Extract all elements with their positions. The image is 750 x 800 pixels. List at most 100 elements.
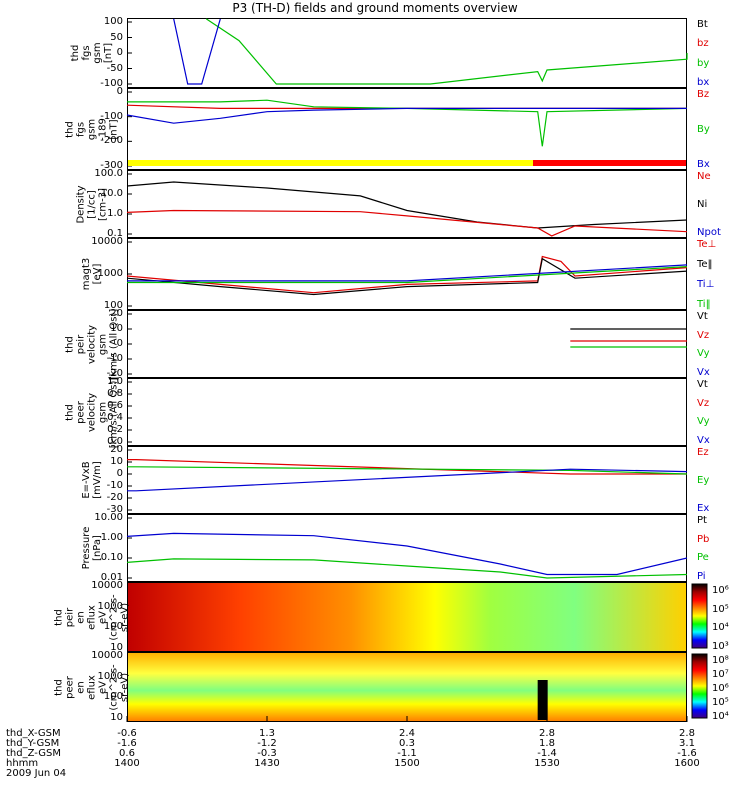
x-axis-value: 1530	[534, 758, 560, 769]
y-tick-label: 0	[116, 86, 123, 97]
legend-entry: Ey	[697, 475, 710, 486]
y-axis-label: thd fgs gsm -189 [nT]	[65, 89, 120, 169]
x-axis-value: 3.1	[679, 738, 695, 749]
legend-entry: Ez	[697, 447, 709, 458]
legend-entry: Vx	[697, 367, 710, 378]
x-axis-value: 0.6	[119, 748, 135, 759]
y-tick-label: 20	[110, 308, 123, 319]
y-tick-label: 0.6	[107, 400, 123, 411]
panel-vpeir	[127, 310, 687, 378]
series-Ex	[127, 468, 688, 492]
legend-entry: Vz	[697, 329, 710, 341]
legend-entry: By	[697, 124, 710, 135]
x-axis-value: 2.8	[679, 728, 695, 739]
y-tick-label: 10000	[91, 580, 123, 591]
y-tick-label: 0	[116, 338, 123, 349]
legend-entry: Pt	[697, 515, 707, 526]
y-tick-label: 1.0	[107, 376, 123, 387]
date-label: 2009 Jun 04	[6, 768, 67, 779]
colorbar-tick-label: 10⁴	[712, 622, 729, 634]
colorbar	[691, 583, 708, 649]
x-axis-table: thd_X-GSM -0.6 1.3 2.4 2.8 2.8 thd_Y-GSM -1.6 -1…	[0, 729, 750, 800]
y-tick-label: -100	[100, 78, 123, 89]
series-Ne	[126, 209, 688, 237]
legend-entry: Te‖	[697, 259, 713, 270]
x-axis-value: 1400	[114, 758, 140, 769]
y-tick-label: 0.10	[100, 552, 123, 563]
y-tick-label: 0.2	[107, 424, 123, 435]
legend-entry: bz	[697, 38, 709, 50]
legend-entry: Bz	[697, 89, 710, 100]
legend-entry: by	[697, 57, 710, 69]
legend-entry: Pi	[697, 571, 706, 582]
series-bx	[173, 18, 221, 85]
legend-entry: Vz	[697, 397, 710, 409]
x-axis-row-label: thd_Y-GSM	[6, 738, 60, 749]
y-axis-label-line: thd	[64, 120, 76, 138]
x-axis-row-label: thd_X-GSM	[6, 728, 61, 739]
legend-entry: bx	[697, 77, 710, 88]
colorbar-tick-label: 10⁶	[712, 585, 729, 596]
y-tick-label: 100.0	[94, 168, 123, 179]
y-axis-label-line: thd	[64, 403, 76, 421]
colorbar-tick-label: 10³	[712, 641, 729, 652]
y-tick-label: -20	[106, 368, 123, 379]
y-tick-label: -30	[106, 504, 123, 515]
x-axis-row: thd_X-GSM -0.6 1.3 2.4 2.8 2.8	[6, 729, 746, 739]
y-tick-label: 50	[110, 31, 123, 43]
legend-entry: Vy	[697, 416, 710, 428]
legend-entry: Pb	[697, 533, 710, 545]
x-axis-value: 2.8	[539, 728, 555, 739]
y-tick-label: 0.4	[107, 412, 123, 423]
y-tick-label: 1.00	[100, 532, 123, 543]
panel-pres	[127, 514, 687, 582]
colorbar-tick-label: 10⁷	[712, 669, 729, 680]
y-tick-label: 0.8	[107, 388, 123, 399]
y-tick-label: 0	[116, 468, 123, 479]
y-axis-label-line: peer	[64, 675, 76, 699]
ion-spectrogram	[128, 583, 686, 651]
panel-vpeer	[127, 378, 687, 446]
y-tick-label: 1000	[97, 600, 123, 612]
y-tick-label: 20	[110, 444, 123, 455]
y-tick-label: 0	[116, 47, 123, 58]
legend-entry: Ti‖	[697, 299, 711, 310]
colorbar-tick-label: 10⁴	[712, 711, 729, 722]
x-axis-value: 1430	[254, 758, 280, 769]
x-axis-value: 1.8	[539, 738, 555, 749]
y-tick-label: -50	[106, 62, 123, 74]
panel-efld	[127, 446, 687, 514]
legend-entry: Vt	[697, 379, 708, 390]
y-tick-label: 100	[103, 300, 123, 311]
mode-bar-slow	[128, 160, 534, 166]
x-axis-value: 1.3	[259, 728, 275, 739]
colorbar-tick-label: 10⁵	[712, 603, 729, 615]
x-axis-value: 1600	[674, 758, 700, 769]
legend-entry: Bt	[697, 19, 708, 30]
colorbar	[691, 653, 708, 719]
y-tick-label: 0.1	[107, 228, 123, 239]
y-tick-label: 100	[103, 621, 123, 633]
legend-entry: Vy	[697, 348, 710, 360]
series-Te⊥	[126, 255, 688, 294]
y-tick-label: -100	[100, 110, 123, 122]
series-Pe	[126, 558, 688, 579]
x-axis-row-label: thd_Z-GSM	[6, 748, 61, 759]
y-tick-label: 0.0	[107, 436, 123, 447]
legend-entry: Vt	[697, 311, 708, 322]
y-tick-label: -300	[100, 160, 123, 171]
x-axis-value: -0.3	[257, 748, 277, 759]
series-Ti⊥	[127, 264, 688, 282]
colorbar-tick-label: 10⁸	[712, 655, 729, 666]
y-axis-label-line: -189	[97, 117, 109, 141]
x-axis-value: -1.6	[117, 738, 137, 749]
x-axis-value: 2.4	[399, 728, 415, 739]
y-tick-label: 10.00	[94, 512, 123, 523]
y-tick-label: 10	[110, 323, 123, 334]
series-By	[127, 99, 688, 147]
x-axis-row-label: hhmm	[6, 758, 39, 769]
x-axis-value: -1.4	[537, 748, 557, 759]
chart-title: P3 (TH-D) fields and ground moments over…	[232, 1, 518, 15]
y-tick-label: 10	[110, 712, 123, 723]
